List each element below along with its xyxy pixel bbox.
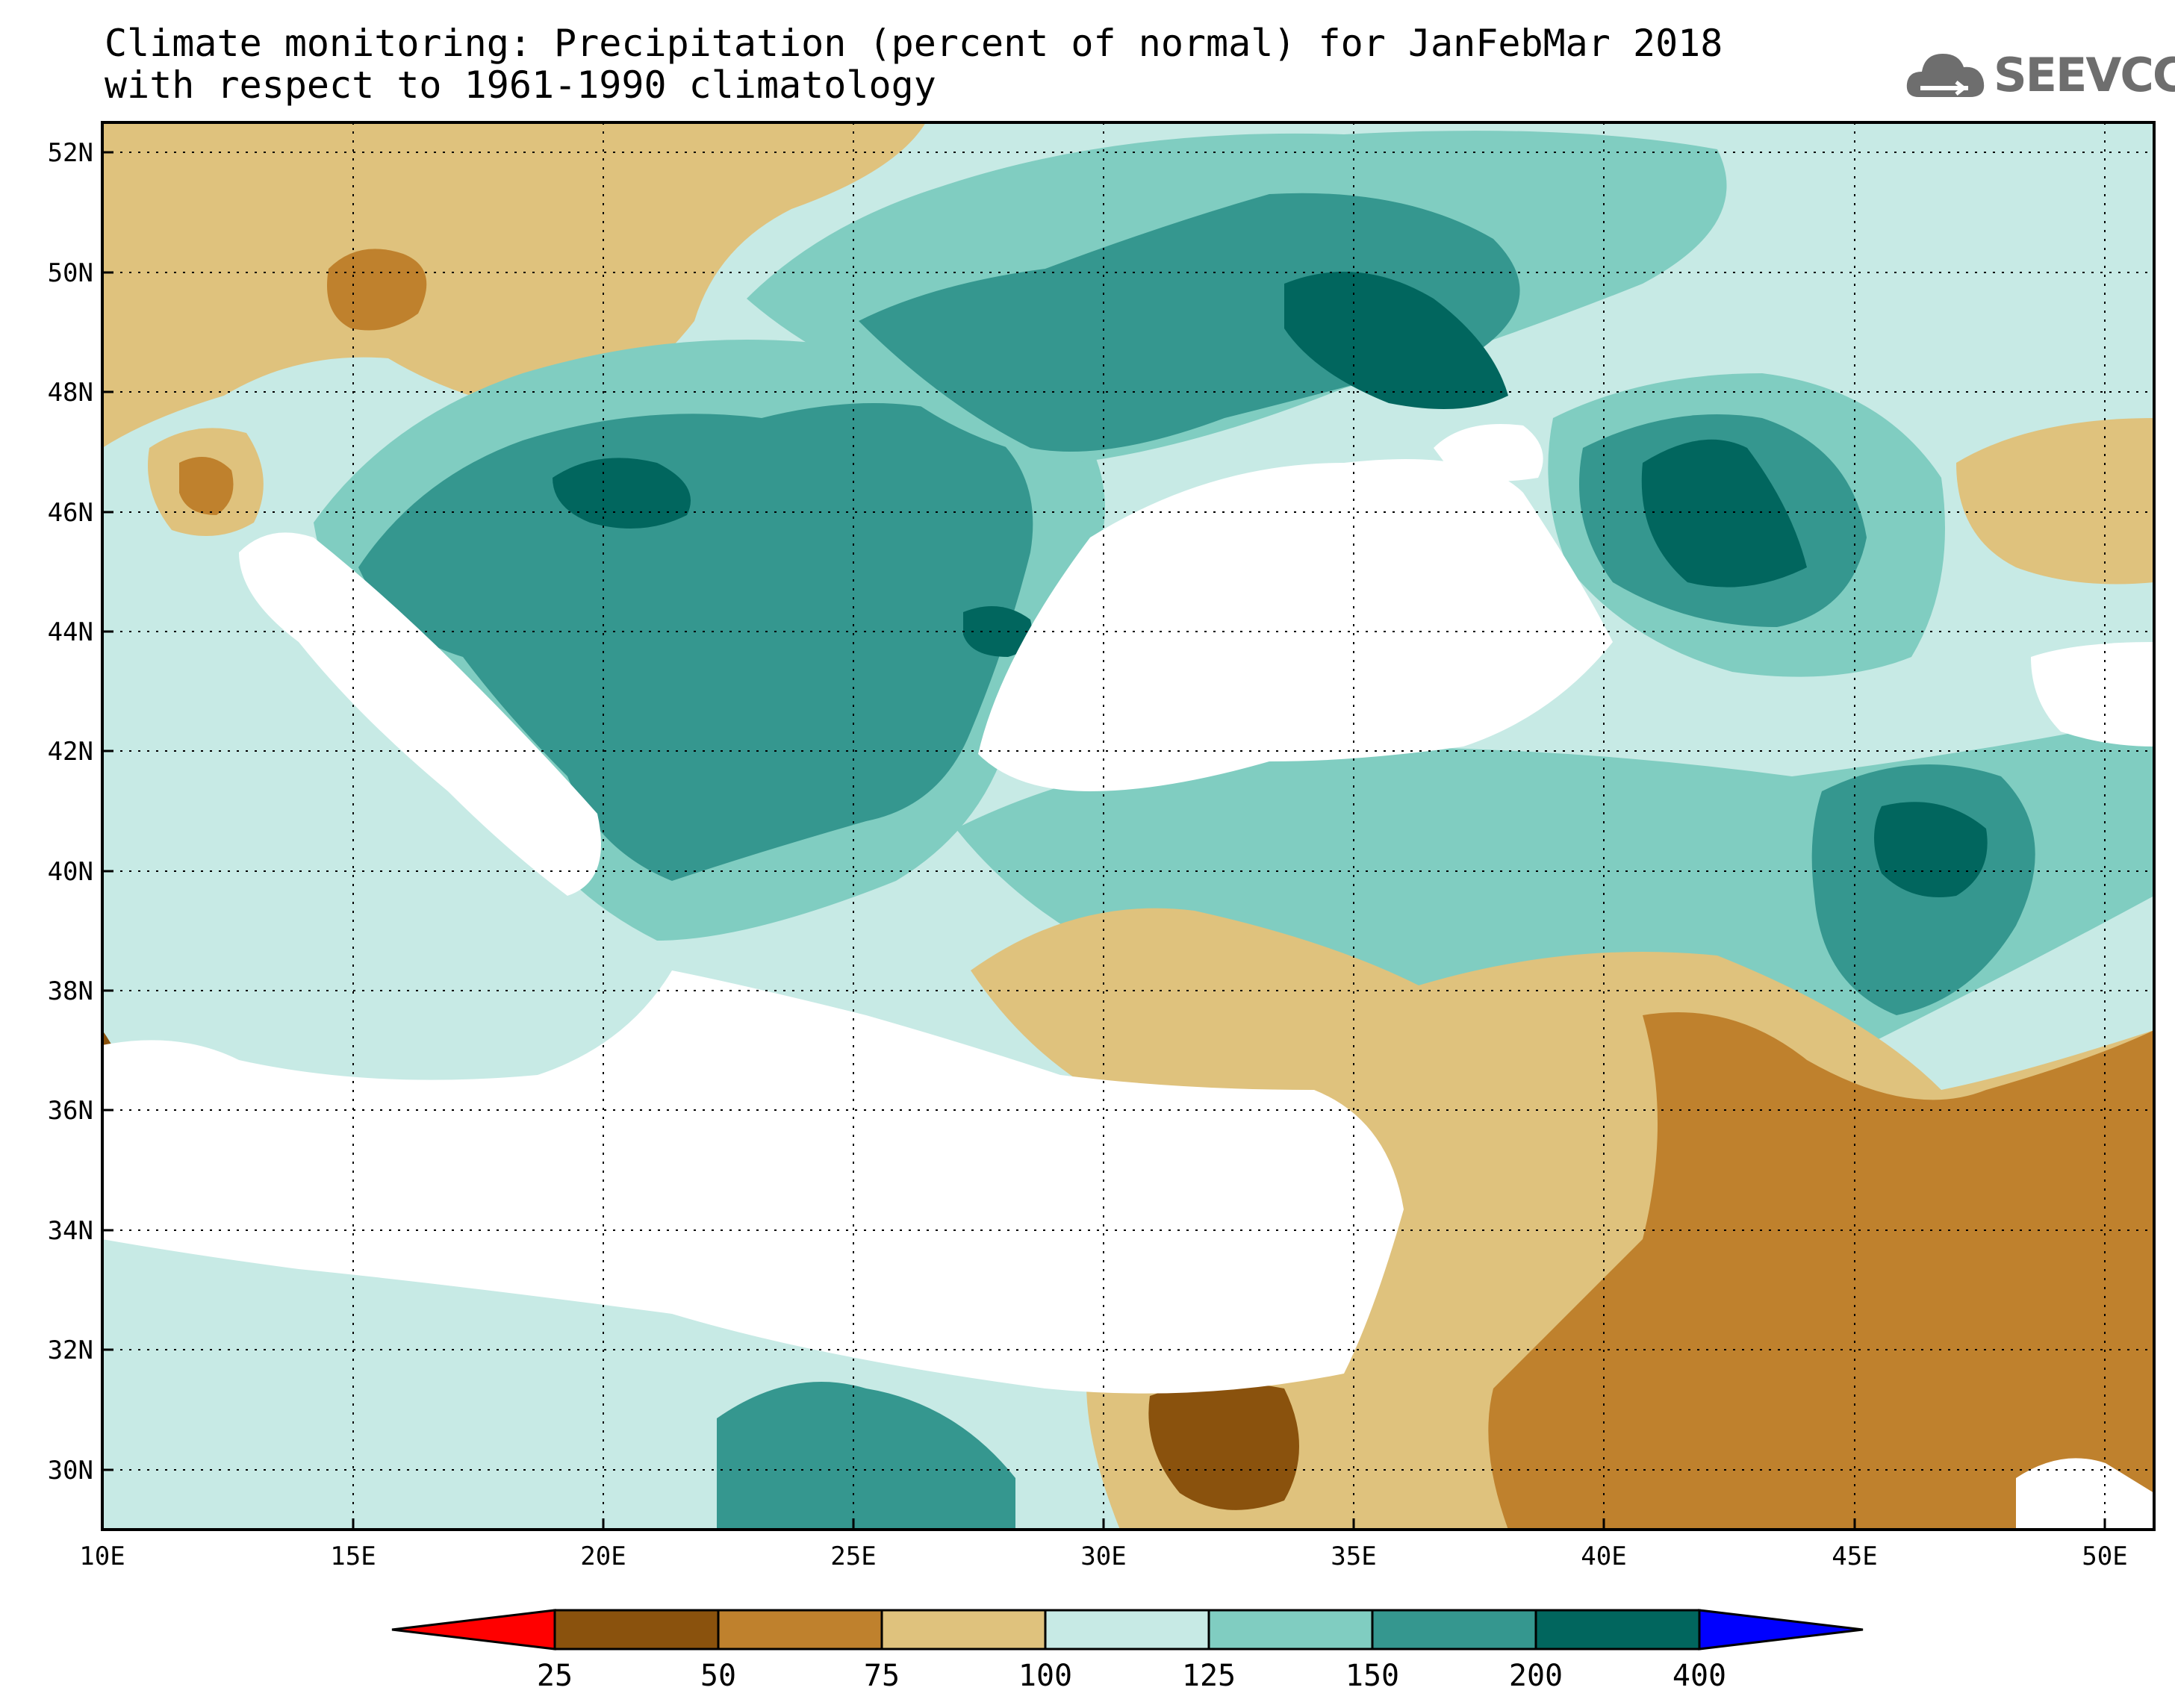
map-frame [101, 121, 2156, 1531]
region-alps-drier [179, 457, 234, 515]
region-armenia-wettest [1874, 802, 1988, 897]
colorbar-legend [391, 1609, 1864, 1651]
lon-label: 25E [830, 1542, 876, 1571]
colorbar-label: 100 [1018, 1659, 1072, 1693]
region-pannonian-wettest [553, 458, 691, 529]
map-title: Climate monitoring: Precipitation (perce… [105, 22, 1723, 106]
colorbar-label: 25 [537, 1659, 573, 1693]
colorbar-under-arrow [391, 1609, 556, 1651]
lon-label: 30E [1080, 1542, 1126, 1571]
persian-gulf [2016, 1458, 2154, 1530]
lon-label: 20E [580, 1542, 626, 1571]
region-south-russia-wettest [1641, 439, 1807, 587]
region-danube-delta-wettest [963, 606, 1032, 657]
lon-label: 15E [330, 1542, 376, 1571]
colorbar-label: 150 [1345, 1659, 1399, 1693]
lat-label: 36N [48, 1096, 93, 1126]
lat-label: 32N [48, 1335, 93, 1365]
map-gridlines [102, 122, 2154, 1530]
lat-label: 42N [48, 737, 93, 767]
colorbar-bin-200-400 [1534, 1609, 1701, 1651]
lat-label: 38N [48, 976, 93, 1006]
colorbar-bin-75-100 [880, 1609, 1047, 1651]
colorbar-label: 125 [1182, 1659, 1236, 1693]
logo-text: SEEVCCC [1994, 48, 2175, 102]
lat-label: 48N [48, 378, 93, 408]
colorbar-label: 75 [864, 1659, 900, 1693]
caspian-sea [2031, 642, 2154, 747]
title-line-2: with respect to 1961-1990 climatology [105, 63, 936, 107]
black-sea [978, 459, 1613, 791]
mediterranean-sea [102, 970, 1404, 1394]
colorbar-bin-25-50 [553, 1609, 720, 1651]
region-libya-wet [717, 1382, 1015, 1530]
lat-label: 40N [48, 857, 93, 887]
region-ukraine-wettest [1284, 272, 1508, 409]
map-ticks [102, 151, 2106, 1530]
colorbar-labels: 25 50 75 100 125 150 200 400 [537, 1659, 1726, 1693]
seevccc-logo: SEEVCCC [1904, 37, 2175, 112]
colorbar-label: 200 [1509, 1659, 1563, 1693]
region-iraq-drier [1488, 1012, 2154, 1530]
title-line-1: Climate monitoring: Precipitation (perce… [105, 22, 1723, 65]
colorbar-label: 50 [700, 1659, 736, 1693]
colorbar-label: 400 [1673, 1659, 1726, 1693]
lat-label: 46N [48, 498, 93, 528]
colorbar-bin-125-150 [1207, 1609, 1374, 1651]
region-ukraine-wetter [859, 193, 1520, 452]
lon-label: 35E [1331, 1542, 1376, 1571]
lat-label: 52N [48, 138, 93, 168]
lat-label: 30N [48, 1456, 93, 1486]
precipitation-fields [102, 122, 2154, 1530]
lat-label: 34N [48, 1216, 93, 1246]
latitude-labels: 52N 50N 48N 46N 44N 42N 40N 38N 36N 34N … [48, 138, 93, 1486]
colorbar-bin-150-200 [1371, 1609, 1537, 1651]
lat-label: 50N [48, 258, 93, 288]
cloud-logo-icon [1906, 54, 1985, 97]
colorbar-over-arrow [1698, 1609, 1864, 1651]
colorbar-bin-100-125 [1044, 1609, 1210, 1651]
lon-label: 50E [2082, 1542, 2127, 1571]
region-sinai-driest [1148, 1383, 1299, 1510]
region-czech-drier [327, 249, 427, 331]
lon-label: 45E [1832, 1542, 1877, 1571]
lat-label: 44N [48, 617, 93, 647]
lon-label: 40E [1581, 1542, 1626, 1571]
lon-label: 10E [79, 1542, 125, 1571]
longitude-labels: 10E 15E 20E 25E 30E 35E 40E 45E 50E [79, 1542, 2127, 1571]
adriatic-sea [239, 532, 601, 896]
region-balkans-wetter [358, 403, 1033, 881]
region-caspian-dry [1956, 418, 2154, 585]
azov-sea [1434, 424, 1543, 481]
region-central-europe-dry [102, 122, 926, 448]
colorbar-bin-50-75 [717, 1609, 883, 1651]
